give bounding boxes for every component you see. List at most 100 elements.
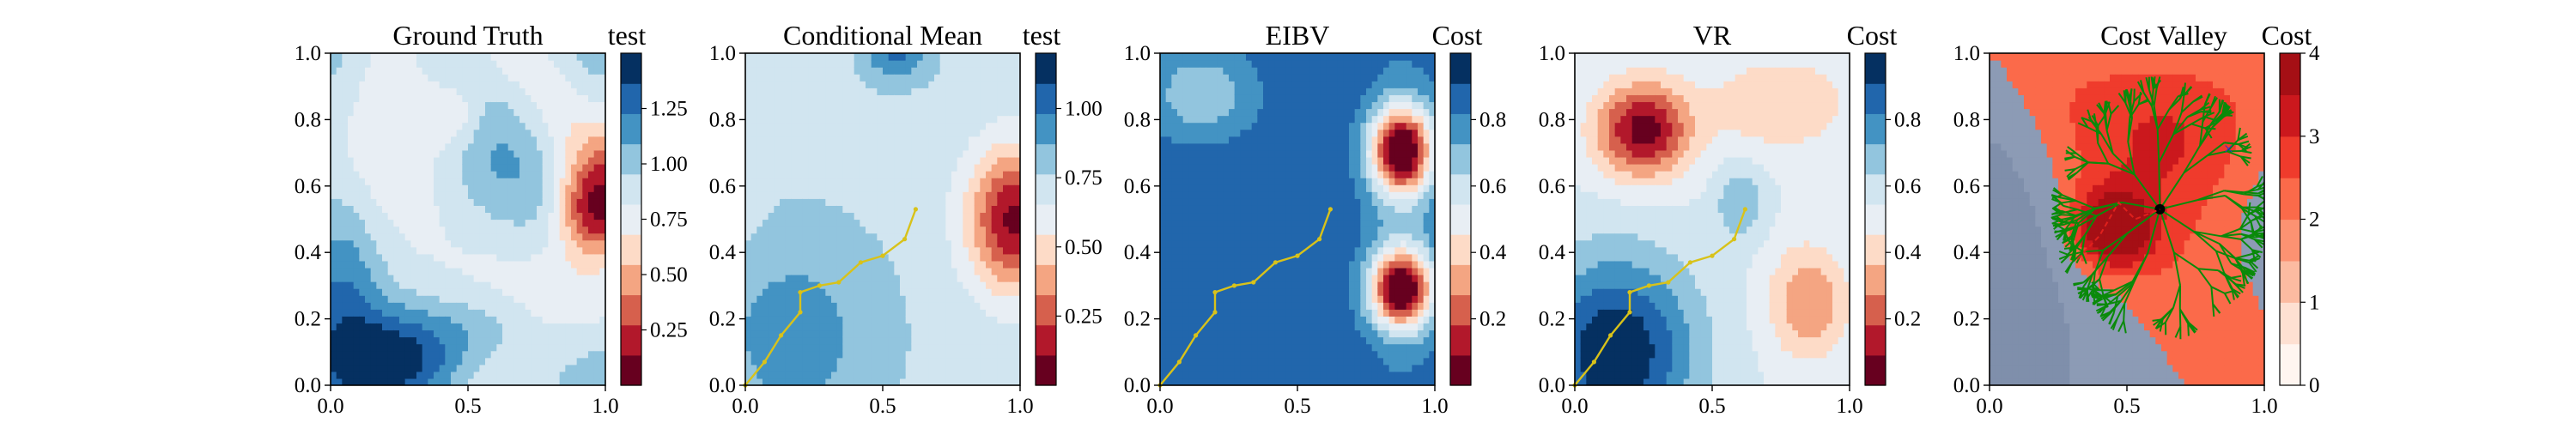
- heat-cell: [525, 67, 532, 75]
- heat-cell: [768, 267, 775, 275]
- heat-cell: [860, 53, 866, 61]
- heat-cell: [336, 275, 343, 282]
- heat-cell: [780, 309, 787, 317]
- heat-cell: [565, 253, 572, 262]
- heat-cell: [945, 239, 952, 248]
- heat-cell: [410, 101, 417, 110]
- heat-cell: [336, 212, 343, 221]
- heat-cell: [877, 101, 884, 110]
- heat-cell: [831, 136, 838, 144]
- heat-cell: [513, 115, 520, 124]
- heat-cell: [525, 178, 532, 185]
- heat-cell: [445, 323, 452, 331]
- heat-cell: [399, 108, 406, 117]
- heat-cell: [997, 88, 1004, 95]
- heat-cell: [410, 81, 417, 88]
- heat-cell: [842, 149, 849, 158]
- heat-cell: [928, 67, 935, 75]
- heat-cell: [399, 164, 406, 172]
- heat-cell: [376, 316, 383, 324]
- heat-cell: [559, 329, 566, 338]
- heat-cell: [559, 205, 566, 214]
- heat-cell: [434, 122, 440, 130]
- heat-cell: [1182, 260, 1189, 269]
- heat-cell: [980, 142, 987, 151]
- heat-cell: [922, 239, 929, 248]
- heat-cell: [404, 295, 411, 303]
- heat-cell: [911, 246, 918, 255]
- heat-cell: [888, 378, 895, 385]
- heat-cell: [353, 88, 360, 95]
- heat-cell: [848, 316, 855, 324]
- heat-cell: [456, 81, 463, 88]
- heat-cell: [342, 88, 349, 95]
- heat-cell: [1177, 246, 1184, 255]
- heat-cell: [559, 164, 566, 172]
- colorbar-segment: [1036, 173, 1056, 205]
- heat-cell: [750, 219, 757, 227]
- heat-cell: [756, 74, 763, 82]
- heat-cell: [825, 336, 832, 345]
- heat-cell: [905, 281, 912, 289]
- heat-cell: [393, 239, 400, 248]
- heat-cell: [336, 178, 343, 185]
- heat-cell: [997, 164, 1004, 172]
- heat-cell: [410, 142, 417, 151]
- heat-cell: [428, 246, 434, 255]
- heat-cell: [854, 212, 860, 221]
- heat-cell: [473, 378, 480, 385]
- heat-cell: [576, 198, 583, 206]
- heat-cell: [808, 239, 815, 248]
- heat-cell: [593, 191, 600, 199]
- heat-cell: [468, 88, 475, 95]
- heat-cell: [1177, 122, 1184, 130]
- heat-cell: [768, 171, 775, 178]
- heat-cell: [416, 129, 423, 137]
- heat-cell: [831, 281, 838, 289]
- heat-cell: [1008, 178, 1015, 185]
- heat-cell: [496, 129, 503, 137]
- heat-cell: [542, 212, 549, 221]
- heat-cell: [974, 205, 981, 214]
- heat-cell: [342, 275, 349, 282]
- heat-cell: [599, 67, 605, 75]
- heat-cell: [951, 74, 958, 82]
- heat-cell: [1165, 253, 1172, 262]
- heat-cell: [513, 67, 520, 75]
- heat-cell: [582, 108, 589, 117]
- heat-cell: [537, 219, 544, 227]
- heat-cell: [434, 81, 440, 88]
- heat-cell: [593, 267, 600, 275]
- heat-cell: [548, 122, 555, 130]
- heat-cell: [883, 295, 890, 303]
- heat-cell: [945, 142, 952, 151]
- heat-cell: [745, 302, 752, 310]
- heat-cell: [507, 122, 514, 130]
- heat-cell: [387, 129, 394, 137]
- heat-cell: [331, 246, 337, 255]
- heat-cell: [434, 149, 440, 158]
- heat-cell: [593, 364, 600, 372]
- heat-cell: [439, 350, 446, 359]
- heat-cell: [951, 164, 958, 172]
- y-tick-label: 0.2: [709, 308, 736, 331]
- heat-cell: [980, 205, 987, 214]
- heat-cell: [376, 302, 383, 310]
- heat-cell: [439, 371, 446, 379]
- heat-cell: [957, 350, 963, 359]
- heat-cell: [439, 226, 446, 234]
- heat-cell: [548, 309, 555, 317]
- heat-cell: [479, 343, 486, 352]
- heat-cell: [745, 178, 752, 185]
- heat-cell: [1182, 74, 1189, 82]
- heat-cell: [791, 115, 798, 124]
- heat-cell: [866, 260, 872, 269]
- heat-cell: [825, 115, 832, 124]
- heat-cell: [376, 101, 383, 110]
- heat-cell: [588, 74, 595, 82]
- heat-cell: [496, 212, 503, 221]
- heat-cell: [434, 74, 440, 82]
- heat-cell: [507, 260, 514, 269]
- heat-cell: [922, 205, 929, 214]
- heat-cell: [951, 281, 958, 289]
